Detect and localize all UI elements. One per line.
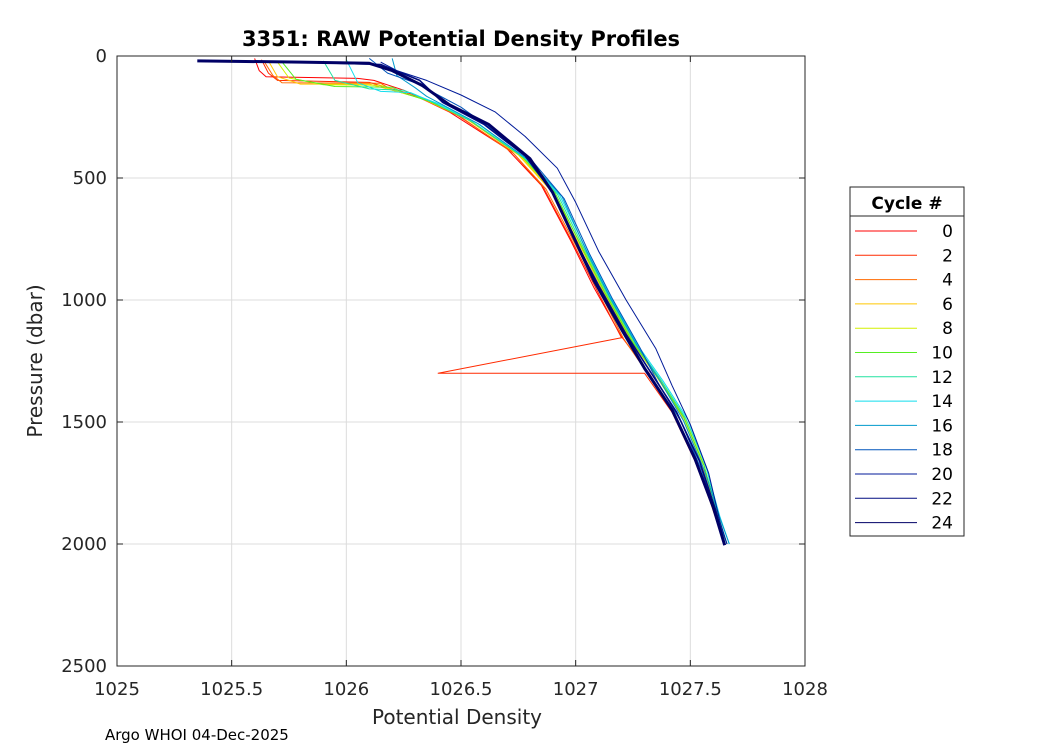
x-ticks: 1025 1025.5 1026 1026.5 1027 1027.5 1028	[94, 56, 828, 700]
y-tick-label: 2500	[61, 656, 107, 677]
legend-label-16: 16	[931, 416, 953, 436]
x-tick-label: 1026.5	[430, 679, 493, 700]
x-axis-label: Potential Density	[372, 705, 542, 729]
legend-label-24: 24	[931, 514, 953, 534]
legend-label-8: 8	[942, 319, 953, 339]
y-tick-label: 1500	[61, 412, 107, 433]
series-line-22	[208, 60, 726, 545]
x-tick-label: 1028	[782, 679, 828, 700]
x-tick-label: 1025.5	[200, 679, 263, 700]
series-layer	[197, 58, 730, 546]
x-tick-label: 1025	[94, 679, 140, 700]
legend-box	[849, 186, 965, 537]
footer-text: Argo WHOI 04-Dec-2025	[105, 726, 289, 744]
series-line-18	[368, 58, 728, 545]
series-line-14	[345, 59, 730, 545]
series-line-12	[322, 60, 728, 545]
legend-label-4: 4	[942, 271, 953, 291]
y-axis-label: Pressure (dbar)	[23, 284, 47, 437]
series-line-16	[391, 58, 730, 545]
series-line-24	[197, 59, 727, 546]
x-tick-label: 1027	[553, 679, 599, 700]
legend-label-0: 0	[942, 222, 953, 242]
legend-label-2: 2	[942, 246, 953, 266]
grid	[116, 55, 806, 667]
legend-label-10: 10	[931, 344, 953, 364]
y-tick-label: 500	[73, 168, 107, 189]
series-line-10	[281, 61, 728, 545]
series-line-20	[380, 61, 728, 545]
y-tick-label: 0	[96, 46, 107, 67]
legend-label-22: 22	[931, 489, 953, 509]
y-tick-label: 2000	[61, 534, 107, 555]
legend-title: Cycle #	[871, 194, 942, 214]
series-line-4	[263, 60, 726, 545]
y-ticks: 0 500 1000 1500 2000 2500	[61, 46, 805, 677]
x-tick-label: 1027.5	[659, 679, 722, 700]
legend-label-18: 18	[931, 441, 953, 461]
chart-title: 3351: RAW Potential Density Profiles	[242, 27, 680, 51]
legend-label-14: 14	[931, 392, 953, 412]
y-tick-label: 1000	[61, 290, 107, 311]
legend-label-20: 20	[931, 465, 953, 485]
legend-label-6: 6	[942, 295, 953, 315]
x-tick-label: 1026	[323, 679, 369, 700]
legend-label-12: 12	[931, 368, 953, 388]
